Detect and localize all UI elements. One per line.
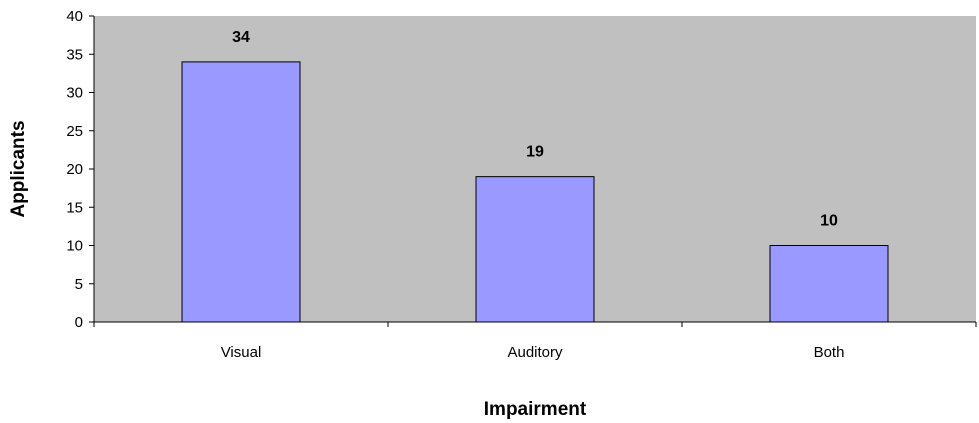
y-tick-label: 15 — [66, 199, 83, 216]
x-tick-label-visual: Visual — [221, 344, 262, 361]
x-tick-label-both: Both — [814, 344, 845, 361]
data-label-auditory: 19 — [526, 144, 544, 161]
y-tick-label: 40 — [66, 8, 83, 25]
y-tick-label: 10 — [66, 238, 83, 255]
data-label-visual: 34 — [232, 29, 250, 46]
y-tick-label: 20 — [66, 161, 83, 178]
bar-auditory — [475, 176, 595, 323]
data-label-both: 10 — [820, 213, 838, 230]
x-tick-label-auditory: Auditory — [507, 344, 563, 361]
y-tick-label: 25 — [66, 123, 83, 140]
data-labels-group: 34 19 10 — [232, 29, 838, 230]
bars-group — [181, 61, 889, 323]
y-axis-title: Applicants — [8, 120, 29, 217]
bar-both — [769, 245, 889, 323]
y-tick-label: 5 — [75, 276, 83, 293]
bar-visual — [181, 61, 301, 323]
x-axis-ticks: Visual Auditory Both — [93, 322, 977, 361]
y-tick-label: 35 — [66, 46, 83, 63]
y-tick-label: 30 — [66, 85, 83, 102]
x-axis-title: Impairment — [484, 399, 587, 420]
y-tick-label: 0 — [75, 314, 83, 331]
y-axis-ticks: 0 5 10 15 20 25 30 35 40 — [66, 8, 94, 331]
